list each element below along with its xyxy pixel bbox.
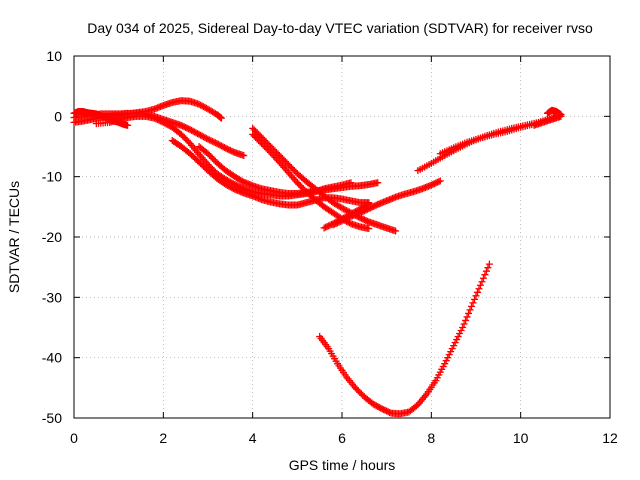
data-point <box>462 316 470 324</box>
chart-title: Day 034 of 2025, Sidereal Day-to-day VTE… <box>87 20 593 36</box>
data-point <box>450 342 458 350</box>
x-tick-label: 8 <box>427 430 435 446</box>
grid <box>74 56 610 418</box>
y-axis-label: SDTVAR / TECUs <box>6 181 22 293</box>
data-point <box>435 178 443 186</box>
data-point <box>124 121 132 129</box>
data-point <box>441 360 449 368</box>
data-points <box>70 97 565 418</box>
data-point <box>363 201 371 209</box>
x-tick-label: 6 <box>338 430 346 446</box>
data-point <box>217 114 225 122</box>
data-point <box>471 295 479 303</box>
data-point <box>465 309 473 317</box>
data-point <box>484 264 492 272</box>
data-point <box>453 336 461 344</box>
data-point <box>473 288 481 296</box>
data-point <box>374 179 382 187</box>
data-point <box>365 225 373 233</box>
y-tick-label: -30 <box>42 289 62 305</box>
x-axis-label: GPS time / hours <box>289 457 396 473</box>
data-point <box>468 302 476 310</box>
data-point <box>482 267 490 275</box>
y-tick-labels: -50 -40 -30 -20 -10 0 10 <box>42 48 62 426</box>
x-tick-label: 10 <box>513 430 529 446</box>
data-point <box>557 111 565 119</box>
x-tick-label: 0 <box>70 430 78 446</box>
data-point <box>476 281 484 289</box>
y-tick-label: 0 <box>54 108 62 124</box>
data-point <box>472 292 480 300</box>
data-point <box>463 313 471 321</box>
data-point <box>481 271 489 279</box>
data-point <box>469 299 477 307</box>
series-arc11 <box>316 260 493 418</box>
x-tick-label: 2 <box>159 430 167 446</box>
data-point <box>365 200 373 208</box>
data-point <box>475 285 483 293</box>
data-point <box>445 351 453 359</box>
data-point <box>460 320 468 328</box>
series-arc6 <box>195 143 382 198</box>
data-point <box>392 227 400 235</box>
data-point <box>459 324 467 331</box>
y-tick-label: -20 <box>42 229 62 245</box>
x-tick-label: 4 <box>249 430 257 446</box>
y-tick-label: -10 <box>42 169 62 185</box>
data-point <box>240 152 248 160</box>
data-point <box>444 354 452 362</box>
data-point <box>485 260 493 268</box>
data-point <box>442 357 450 365</box>
data-point <box>447 348 455 356</box>
series-arc15 <box>543 106 565 119</box>
y-tick-label: -40 <box>42 350 62 366</box>
data-point <box>436 177 444 185</box>
data-point <box>457 327 465 335</box>
data-point <box>456 330 464 338</box>
data-point <box>479 274 487 282</box>
data-point <box>466 306 474 314</box>
x-tick-labels: 0 2 4 6 8 10 12 <box>70 430 618 446</box>
y-tick-label: -50 <box>42 410 62 426</box>
series-arc10 <box>320 200 373 232</box>
data-point <box>478 278 486 286</box>
y-tick-label: 10 <box>46 48 62 64</box>
x-tick-label: 12 <box>602 430 618 446</box>
data-point <box>451 339 459 347</box>
data-point <box>454 333 462 341</box>
data-point <box>448 345 456 353</box>
